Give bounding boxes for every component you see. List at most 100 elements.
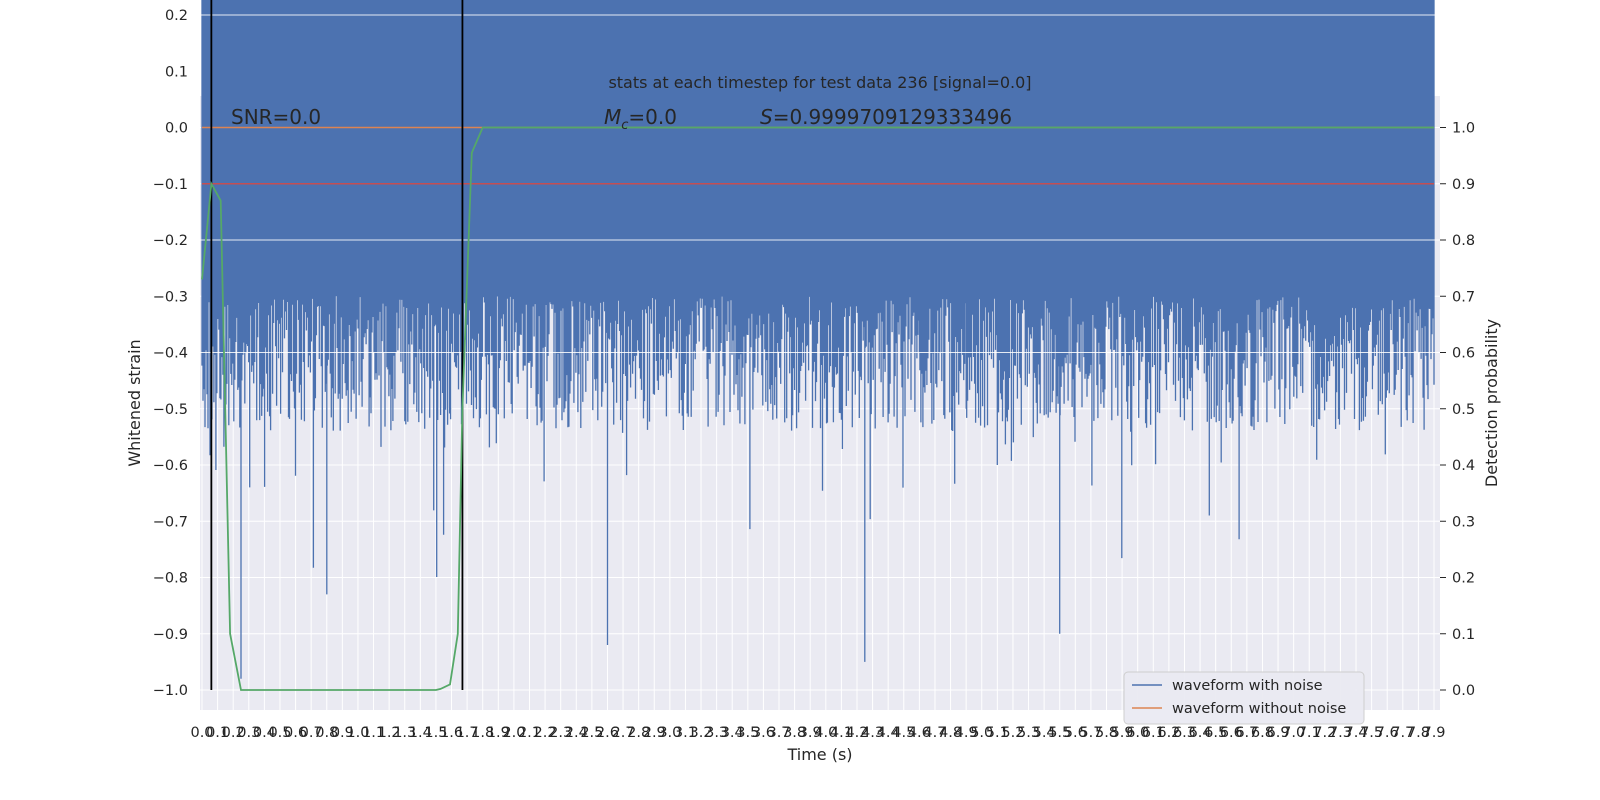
x-tick-label: 0.3 xyxy=(237,725,260,741)
x-tick-label: 1.9 xyxy=(487,725,510,741)
x-tick-label: 7.0 xyxy=(1282,725,1305,741)
x-tick-label: 5.9 xyxy=(1111,725,1134,741)
x-tick-label: 5.5 xyxy=(1048,725,1071,741)
mc-subscript: c xyxy=(621,118,628,133)
y-tick-label: 0.0 xyxy=(165,121,188,137)
y-tick-label: −0.7 xyxy=(153,514,188,530)
x-tick-label: 6.3 xyxy=(1173,725,1196,741)
x-tick-label: 5.2 xyxy=(1001,725,1024,741)
y-tick-label: −0.4 xyxy=(153,346,188,362)
x-tick-label: 0.4 xyxy=(253,725,276,741)
waveform-with-noise-core xyxy=(202,0,1434,280)
x-tick-label: 1.1 xyxy=(362,725,385,741)
y2-tick-label: 0.3 xyxy=(1452,514,1475,530)
x-tick-label: 0.5 xyxy=(268,725,291,741)
x-tick-label: 5.3 xyxy=(1017,725,1040,741)
x-tick-label: 3.8 xyxy=(783,725,806,741)
x-tick-label: 4.8 xyxy=(939,725,962,741)
snr-annotation: SNR=0.0 xyxy=(231,105,321,129)
tick-labels: 0.00.10.20.30.40.50.60.70.80.91.01.11.21… xyxy=(153,8,1475,741)
x-tick-label: 1.6 xyxy=(440,725,463,741)
x-tick-label: 0.0 xyxy=(190,725,213,741)
mc-annotation: Mc=0.0 xyxy=(604,105,677,133)
y-tick-label: −1.0 xyxy=(153,683,188,699)
x-tick-label: 2.6 xyxy=(596,725,619,741)
x-tick-label: 3.2 xyxy=(690,725,713,741)
x-tick-label: 1.5 xyxy=(424,725,447,741)
series-waveform-with-noise xyxy=(200,0,1440,679)
x-tick-label: 5.1 xyxy=(986,725,1009,741)
x-tick-label: 4.6 xyxy=(908,725,931,741)
legend: waveform with noise waveform without noi… xyxy=(1123,671,1365,725)
x-tick-label: 0.9 xyxy=(331,725,354,741)
x-tick-label: 3.6 xyxy=(752,725,775,741)
y2-tick-label: 0.5 xyxy=(1452,402,1475,418)
x-tick-label: 7.7 xyxy=(1391,725,1414,741)
s-value: =0.9999709129333496 xyxy=(773,105,1012,129)
x-tick-label: 3.1 xyxy=(674,725,697,741)
x-tick-label: 5.0 xyxy=(970,725,993,741)
x-tick-label: 5.7 xyxy=(1079,725,1102,741)
x-tick-label: 7.8 xyxy=(1407,725,1430,741)
y-tick-label: −0.2 xyxy=(153,233,188,249)
y-tick-label: −0.6 xyxy=(153,458,188,474)
x-tick-label: 0.2 xyxy=(222,725,245,741)
x-tick-label: 2.2 xyxy=(534,725,557,741)
chart-title: stats at each timestep for test data 236… xyxy=(608,73,1031,92)
x-tick-label: 4.3 xyxy=(861,725,884,741)
y-tick-label: −0.1 xyxy=(153,177,188,193)
y2-tick-label: 0.7 xyxy=(1452,289,1475,305)
x-tick-label: 1.2 xyxy=(378,725,401,741)
legend-box xyxy=(1123,671,1365,725)
x-tick-label: 1.7 xyxy=(456,725,479,741)
x-tick-label: 3.9 xyxy=(799,725,822,741)
y2-tick-label: 1.0 xyxy=(1452,121,1475,137)
y2-axis-label: Detection probability xyxy=(1482,319,1501,487)
x-tick-label: 4.1 xyxy=(830,725,853,741)
x-tick-label: 0.8 xyxy=(315,725,338,741)
x-tick-label: 7.9 xyxy=(1422,725,1445,741)
y2-tick-label: 0.4 xyxy=(1452,458,1475,474)
mc-value: =0.0 xyxy=(628,105,677,129)
y2-tick-label: 0.9 xyxy=(1452,177,1475,193)
x-tick-label: 6.8 xyxy=(1251,725,1274,741)
y-tick-label: −0.8 xyxy=(153,571,188,587)
x-tick-label: 2.5 xyxy=(580,725,603,741)
x-tick-label: 4.7 xyxy=(923,725,946,741)
mc-symbol: M xyxy=(604,105,621,129)
y2-tick-label: 0.6 xyxy=(1452,346,1475,362)
y-tick-label: −0.3 xyxy=(153,289,188,305)
x-tick-label: 3.5 xyxy=(736,725,759,741)
x-tick-label: 1.8 xyxy=(471,725,494,741)
x-tick-label: 5.4 xyxy=(1033,725,1056,741)
y-tick-label: 0.2 xyxy=(165,8,188,24)
y-tick-label: 0.1 xyxy=(165,64,188,80)
x-tick-label: 2.9 xyxy=(643,725,666,741)
x-tick-label: 7.1 xyxy=(1298,725,1321,741)
x-tick-label: 2.8 xyxy=(627,725,650,741)
x-tick-label: 3.3 xyxy=(705,725,728,741)
x-tick-label: 1.4 xyxy=(409,725,432,741)
x-tick-label: 6.4 xyxy=(1189,725,1212,741)
x-tick-label: 5.6 xyxy=(1064,725,1087,741)
x-tick-label: 7.6 xyxy=(1376,725,1399,741)
x-tick-label: 6.0 xyxy=(1126,725,1149,741)
x-tick-label: 6.9 xyxy=(1267,725,1290,741)
x-tick-label: 6.1 xyxy=(1142,725,1165,741)
y2-tick-label: 0.2 xyxy=(1452,571,1475,587)
x-tick-label: 4.2 xyxy=(845,725,868,741)
s-annotation: S=0.9999709129333496 xyxy=(760,105,1012,129)
x-tick-label: 3.0 xyxy=(658,725,681,741)
x-tick-label: 2.4 xyxy=(565,725,588,741)
x-tick-label: 0.1 xyxy=(206,725,229,741)
x-tick-label: 6.5 xyxy=(1204,725,1227,741)
x-tick-label: 2.7 xyxy=(612,725,635,741)
x-tick-label: 4.9 xyxy=(955,725,978,741)
detection-probability-line xyxy=(201,126,1434,691)
y-tick-label: −0.5 xyxy=(153,402,188,418)
legend-label-with-noise: waveform with noise xyxy=(1172,678,1323,694)
y-tick-label: −0.9 xyxy=(153,627,188,643)
x-tick-label: 6.7 xyxy=(1235,725,1258,741)
x-tick-label: 7.3 xyxy=(1329,725,1352,741)
